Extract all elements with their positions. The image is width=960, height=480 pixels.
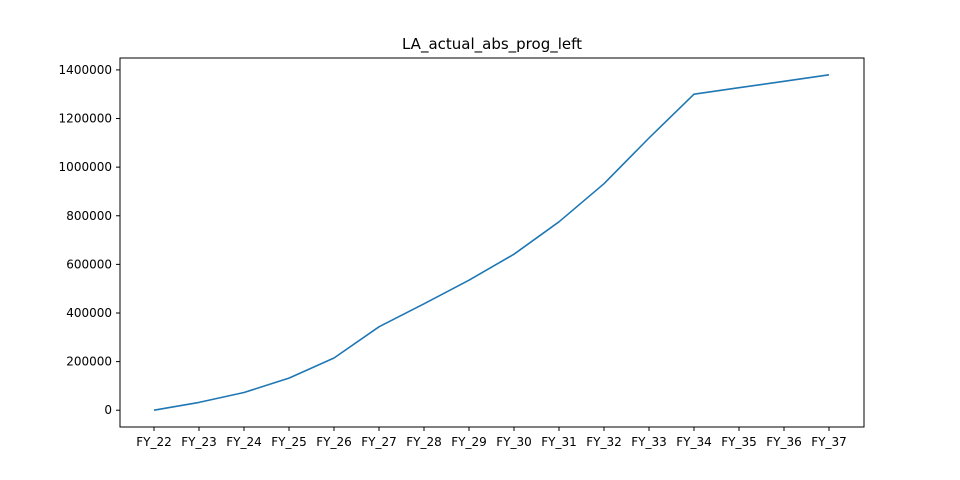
y-tick-label: 600000 (66, 257, 112, 271)
x-tick-label: FY_33 (631, 435, 667, 449)
x-tick-label: FY_22 (136, 435, 172, 449)
x-tick-label: FY_35 (721, 435, 757, 449)
x-tick-label: FY_28 (406, 435, 442, 449)
y-tick-label: 1400000 (59, 63, 112, 77)
series-line (153, 74, 830, 411)
x-tick-label: FY_37 (811, 435, 847, 449)
x-tick-label: FY_32 (586, 435, 622, 449)
y-tick-label: 1200000 (59, 112, 112, 126)
x-tick-label: FY_29 (451, 435, 487, 449)
x-tick-label: FY_27 (361, 435, 397, 449)
chart-title: LA_actual_abs_prog_left (402, 35, 582, 54)
plot-area: 0 200000 400000 600000 800000 1000000 1200000 1… (59, 57, 865, 449)
x-tick-label: FY_30 (496, 435, 532, 449)
x-tick-label: FY_31 (541, 435, 577, 449)
x-tick-label: FY_36 (766, 435, 802, 449)
y-tick-label: 800000 (66, 209, 112, 223)
x-tick-label: FY_34 (676, 435, 712, 449)
y-tick-label: 1000000 (59, 160, 112, 174)
plot-frame (119, 57, 865, 428)
y-tick-label: 200000 (66, 355, 112, 369)
y-tick-label: 0 (104, 403, 112, 417)
x-tick-label: FY_23 (181, 435, 217, 449)
y-tick-label: 400000 (66, 306, 112, 320)
x-tick-label: FY_24 (226, 435, 262, 449)
x-tick-label: FY_26 (316, 435, 352, 449)
x-tick-label: FY_25 (271, 435, 307, 449)
